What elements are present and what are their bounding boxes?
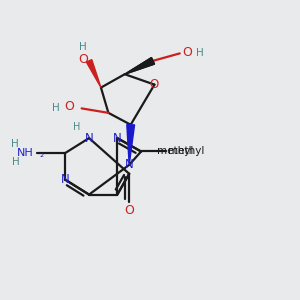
- Text: N: N: [113, 132, 122, 145]
- Text: O: O: [182, 46, 192, 59]
- Text: methyl: methyl: [168, 146, 204, 157]
- Text: H: H: [196, 47, 204, 58]
- Text: methyl: methyl: [157, 146, 194, 157]
- Text: N: N: [125, 158, 134, 171]
- Text: O: O: [78, 53, 88, 66]
- Text: N: N: [61, 173, 70, 186]
- Polygon shape: [86, 60, 101, 88]
- Text: NH: NH: [17, 148, 34, 158]
- Text: H: H: [79, 43, 87, 52]
- Text: H: H: [73, 122, 80, 132]
- Text: H: H: [11, 139, 19, 149]
- Polygon shape: [125, 58, 154, 74]
- Text: ₂: ₂: [39, 149, 44, 160]
- Polygon shape: [127, 124, 134, 165]
- Text: N: N: [85, 132, 93, 145]
- Text: O: O: [124, 204, 134, 218]
- Polygon shape: [125, 58, 154, 74]
- Text: O: O: [150, 78, 159, 91]
- Text: H: H: [12, 157, 20, 167]
- Text: O: O: [64, 100, 74, 113]
- Text: H: H: [52, 103, 59, 113]
